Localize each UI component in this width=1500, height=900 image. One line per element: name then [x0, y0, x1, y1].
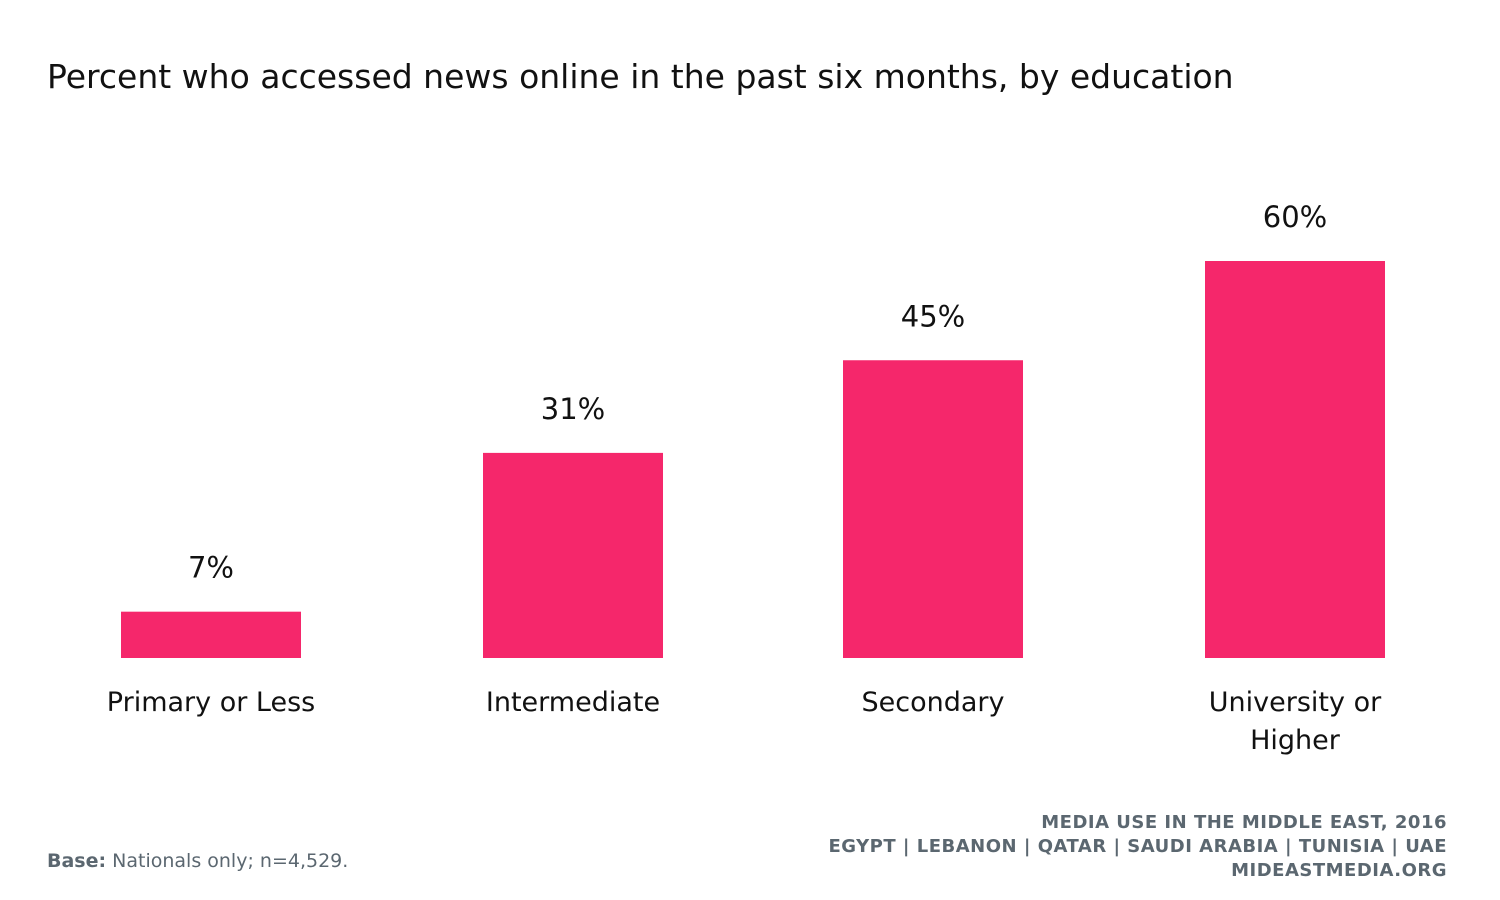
base-text: Nationals only; n=4,529.: [112, 850, 349, 872]
x-tick-label: University or Higher: [1208, 687, 1382, 756]
bar: [121, 611, 301, 658]
bar: [843, 360, 1023, 658]
x-tick-label: Intermediate: [485, 687, 661, 718]
source-line: MIDEASTMEDIA.ORG: [1231, 860, 1447, 881]
value-label: 31%: [541, 392, 605, 426]
x-tick-label: Primary or Less: [106, 687, 316, 718]
source-line: EGYPT | LEBANON | QATAR | SAUDI ARABIA |…: [828, 836, 1447, 857]
base-label: Base:: [47, 850, 107, 872]
value-label: 7%: [188, 551, 234, 585]
bar: [1205, 261, 1385, 658]
value-label: 60%: [1263, 200, 1327, 234]
source-line: MEDIA USE IN THE MIDDLE EAST, 2016: [1041, 812, 1447, 833]
x-tick-label: Secondary: [861, 687, 1005, 718]
value-label: 45%: [901, 299, 965, 333]
chart-title: Percent who accessed news online in the …: [47, 57, 1234, 96]
bar: [483, 452, 663, 658]
base-note: Base: Nationals only; n=4,529.: [47, 850, 348, 872]
